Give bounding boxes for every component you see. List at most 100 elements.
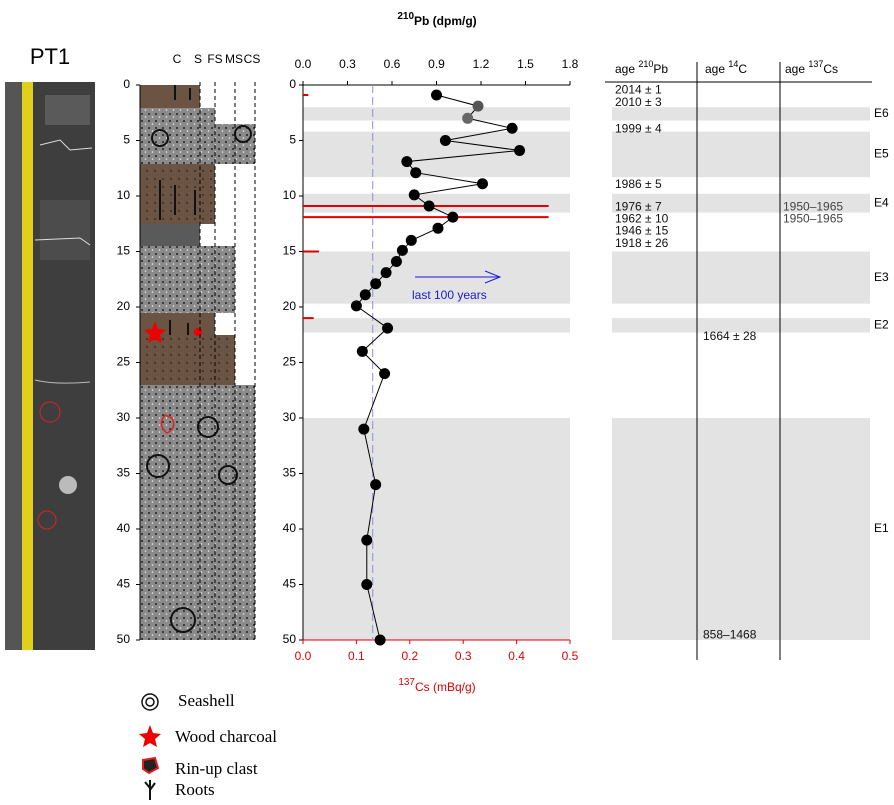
event-band (612, 418, 870, 640)
y-tick-label: 10 (283, 188, 297, 202)
pb-point (506, 122, 518, 134)
age-entry: 1918 ± 26 (615, 236, 669, 250)
annotation: last 100 years (412, 288, 487, 302)
pb-point (379, 368, 391, 380)
log-tick-label: 30 (117, 410, 131, 424)
grain-size-label: S (194, 52, 202, 66)
table-header: age 137Cs (785, 59, 838, 76)
y-tick-label: 30 (283, 410, 297, 424)
y-tick-label: 15 (283, 244, 297, 258)
y-tick-label: 40 (283, 521, 297, 535)
x2-axis-title-text: Cs (mBq/g) (415, 680, 476, 694)
pb-point (370, 278, 382, 290)
grain-size-label: MS (225, 52, 243, 66)
x-tick-label: 0.3 (339, 57, 356, 71)
grain-size-label: C (173, 52, 182, 66)
age-entry: 1962 ± 10 (615, 211, 669, 225)
log-tick-label: 25 (117, 355, 131, 369)
log-tick-label: 0 (123, 77, 130, 91)
annotation-arrowhead (484, 270, 502, 284)
event-band (612, 251, 870, 304)
y-tick-label: 25 (283, 355, 297, 369)
pb-point (356, 345, 368, 357)
log-tick-label: 15 (117, 244, 131, 258)
chart-title: 210Pb (dpm/g) (397, 11, 476, 29)
x2-tick-label: 0.1 (348, 649, 365, 663)
event-band (303, 318, 570, 333)
pb-point (408, 189, 420, 201)
pb-point (432, 222, 444, 234)
x-tick-label: 1.5 (517, 57, 534, 71)
pb-point (514, 144, 526, 156)
strat-log (139, 82, 256, 640)
y-tick-label: 5 (289, 133, 296, 147)
event-label: E3 (874, 270, 889, 284)
table-header: age 14C (705, 59, 747, 76)
x2-axis-title: 137Cs (mBq/g) (398, 677, 475, 695)
x2-tick-label: 0.5 (562, 649, 579, 663)
log-tick-label: 10 (117, 188, 131, 202)
pb-point (350, 300, 362, 312)
pb-point (447, 211, 459, 223)
x2-tick-label: 0.4 (508, 649, 525, 663)
log-tick-label: 5 (123, 133, 130, 147)
age-entry: 1950–1965 (783, 199, 843, 213)
age-entry: 1976 ± 7 (615, 199, 662, 213)
chart-title-sup: 210 (397, 11, 414, 22)
log-tick-label: 45 (117, 577, 131, 591)
table-header-sup: 137 (808, 59, 823, 69)
x-tick-label: 0.6 (384, 57, 401, 71)
event-band (612, 193, 870, 213)
pb-point (472, 100, 484, 112)
core-label: PT1 (30, 44, 70, 69)
pb-point (361, 579, 373, 590)
pb-point (423, 200, 435, 212)
table-header-rest: Pb (653, 62, 668, 76)
table-header-text: age (785, 62, 808, 76)
event-band (612, 131, 870, 178)
age-entry: 1946 ± 15 (615, 224, 669, 238)
pb-point (374, 634, 386, 646)
pb-point (439, 135, 451, 146)
y-tick-label: 20 (283, 299, 297, 313)
table-header-sup: 210 (638, 59, 653, 69)
pb-point (358, 423, 370, 435)
event-label: E1 (874, 521, 889, 535)
x2-axis-title-sup: 137 (398, 677, 415, 688)
event-label: E6 (874, 106, 889, 120)
y-tick-label: 45 (283, 577, 297, 591)
log-tick-label: 35 (117, 466, 131, 480)
table-header-rest: C (738, 62, 747, 76)
table-header-rest: Cs (823, 62, 838, 76)
event-band (303, 107, 570, 121)
age-entry: 1986 ± 5 (615, 177, 662, 191)
pb-point (390, 255, 402, 267)
pb-point (382, 322, 394, 334)
x-tick-label: 1.2 (473, 57, 490, 71)
event-band (612, 318, 870, 333)
grain-size-label: FS (207, 52, 222, 66)
legend-label: Seashell (178, 691, 235, 710)
pb-line (355, 94, 520, 641)
log-tick-label: 50 (117, 632, 131, 646)
pb-point (410, 167, 422, 179)
x-tick-label: 0.9 (428, 57, 445, 71)
pb-point (380, 267, 392, 279)
event-band (612, 107, 870, 121)
event-label: E5 (874, 147, 889, 161)
age-table (605, 62, 872, 660)
legend-label: Wood charcoal (175, 727, 277, 746)
age-entry: 1664 ± 28 (703, 329, 757, 343)
age-entry: 1999 ± 4 (615, 122, 662, 136)
event-label: E2 (874, 317, 889, 331)
legend-label: Rin-up clast (175, 759, 258, 778)
x-tick-label: 0.0 (295, 57, 312, 71)
table-header-sup: 14 (728, 59, 738, 69)
table-header-text: age (705, 62, 728, 76)
x2-tick-label: 0.2 (401, 649, 418, 663)
pb-point (431, 89, 442, 101)
legend: Seashell Wood charcoal Rin-up clast Root… (139, 691, 277, 800)
event-band (303, 193, 570, 213)
age-entry: 2014 ± 1 (615, 83, 662, 97)
